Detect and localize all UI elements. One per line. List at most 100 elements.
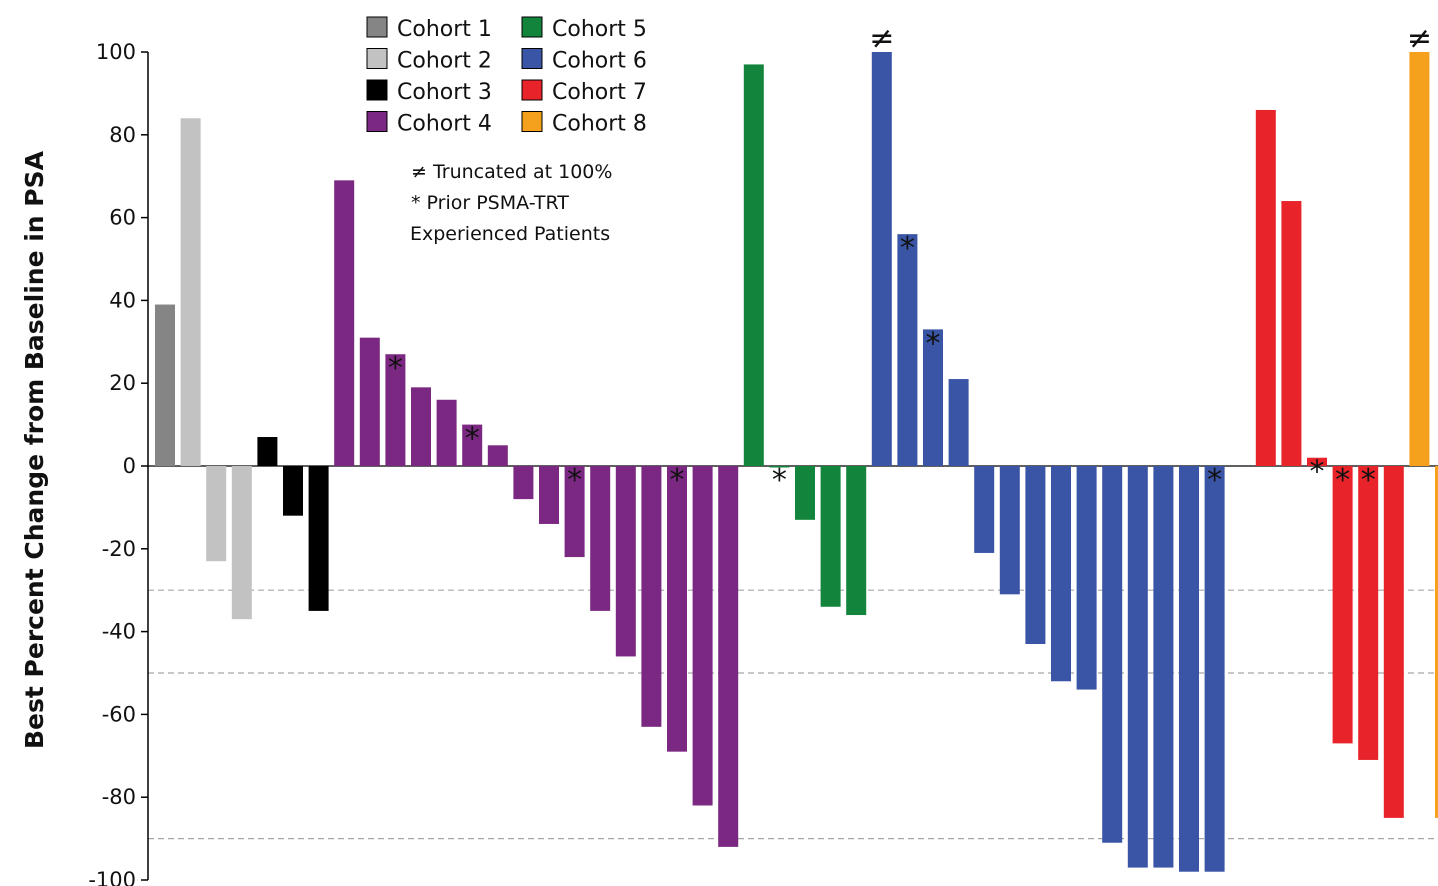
y-tick-label: 40: [109, 288, 136, 312]
y-axis: 100 80 60 40 20 0 -20 -40 -60 -80 -100: [88, 40, 149, 886]
legend-label: Cohort 3: [397, 80, 492, 105]
bar-annotations: * * * * * ≠ * * * * * * ≠: [388, 21, 1432, 498]
bar: [359, 337, 380, 466]
bar: [1332, 466, 1353, 744]
bar: [257, 437, 278, 466]
y-tick-label: -60: [102, 702, 136, 726]
bar: [871, 52, 892, 466]
prior-psma-marker: *: [926, 326, 941, 361]
legend-note: * Prior PSMA-TRT: [411, 192, 569, 214]
legend-swatch: [366, 111, 388, 132]
legend: Cohort 1 Cohort 2 Cohort 3 Cohort 4 Cohort 5…: [366, 16, 647, 137]
y-tick-label: 20: [109, 371, 136, 395]
bar: [462, 424, 483, 466]
bar: [615, 466, 636, 657]
legend-swatch: [366, 79, 388, 101]
bar: [1051, 466, 1071, 682]
bar: [564, 466, 585, 558]
legend-label: Cohort 2: [397, 49, 492, 74]
bar: [1179, 466, 1199, 872]
legend-swatch: [366, 48, 388, 69]
bar: [1409, 52, 1430, 466]
legend-label: Cohort 8: [552, 112, 647, 137]
legend-swatch: [521, 48, 543, 69]
bar: [1435, 466, 1438, 818]
bar: [1383, 466, 1404, 818]
bar: [1358, 466, 1379, 760]
legend-label: Cohort 1: [397, 17, 492, 42]
bar: [1307, 457, 1327, 466]
reference-lines: [148, 465, 1438, 840]
bar: [308, 466, 329, 611]
legend-swatch: [521, 16, 543, 38]
bar: [1025, 466, 1046, 645]
bar: [923, 329, 943, 466]
bar: [539, 466, 559, 524]
bar: [385, 354, 406, 466]
y-tick-label: 60: [109, 206, 136, 230]
legend-swatch: [521, 79, 543, 101]
y-tick-label: 100: [96, 40, 136, 64]
bar: [743, 64, 764, 467]
bar: [820, 466, 841, 607]
y-axis-label: Best Percent Change from Baseline in PSA: [20, 150, 49, 749]
bar: [180, 118, 201, 467]
prior-psma-marker: *: [388, 351, 403, 386]
bar: [155, 304, 175, 466]
legend-label: Cohort 4: [397, 112, 492, 137]
legend-label: Cohort 7: [552, 80, 647, 105]
bar: [487, 445, 508, 466]
bar: [231, 466, 252, 620]
y-tick-label: 0: [123, 454, 136, 478]
prior-psma-marker: *: [1335, 463, 1350, 498]
bar: [897, 234, 918, 466]
bar: [795, 466, 815, 520]
legend-note: ≠ Truncated at 100%: [411, 161, 612, 183]
bar: [283, 466, 303, 516]
bar: [667, 466, 687, 752]
y-tick-label: -80: [102, 785, 136, 809]
bar: [999, 466, 1020, 595]
bar: [948, 379, 969, 466]
legend-swatch: [366, 16, 388, 38]
bar: [1281, 201, 1302, 467]
truncated-marker: ≠: [869, 21, 894, 56]
y-tick-label: -40: [102, 620, 136, 644]
bar: [206, 466, 227, 562]
bar: [692, 466, 713, 806]
y-tick-label: -20: [102, 537, 136, 561]
bar: [1204, 466, 1225, 872]
bars-group: [155, 52, 1438, 872]
legend-notes: ≠ Truncated at 100% * Prior PSMA-TRT Exper…: [410, 161, 612, 245]
bar: [641, 466, 662, 727]
prior-psma-marker: *: [900, 231, 915, 266]
y-tick-label: 80: [109, 123, 136, 147]
prior-psma-marker: *: [670, 463, 685, 498]
bar: [1102, 466, 1123, 843]
legend-label: Cohort 5: [552, 17, 647, 42]
bar: [513, 466, 534, 500]
prior-psma-marker: *: [567, 463, 582, 498]
bar: [411, 387, 431, 466]
bar: [974, 466, 995, 553]
prior-psma-marker: *: [772, 463, 787, 498]
bar: [334, 180, 355, 466]
prior-psma-marker: *: [1361, 463, 1376, 498]
bar: [1076, 466, 1097, 690]
legend-swatch: [521, 111, 543, 132]
legend-label: Cohort 6: [552, 49, 647, 74]
bar: [1153, 466, 1174, 868]
truncated-marker: ≠: [1407, 21, 1432, 56]
bar: [769, 466, 790, 468]
bar: [846, 466, 867, 616]
legend-note: Experienced Patients: [410, 223, 610, 245]
prior-psma-marker: *: [465, 422, 480, 457]
prior-psma-marker: *: [1310, 455, 1325, 490]
y-tick-label: -100: [88, 868, 136, 886]
bar: [1255, 109, 1276, 467]
bar: [718, 466, 739, 847]
bar: [1127, 466, 1148, 868]
bar: [590, 466, 611, 611]
bar: [436, 399, 457, 466]
